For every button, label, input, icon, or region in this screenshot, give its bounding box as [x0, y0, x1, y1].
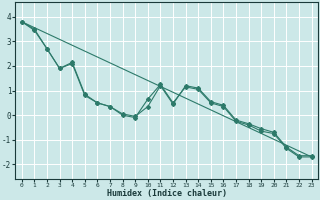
X-axis label: Humidex (Indice chaleur): Humidex (Indice chaleur)	[107, 189, 227, 198]
